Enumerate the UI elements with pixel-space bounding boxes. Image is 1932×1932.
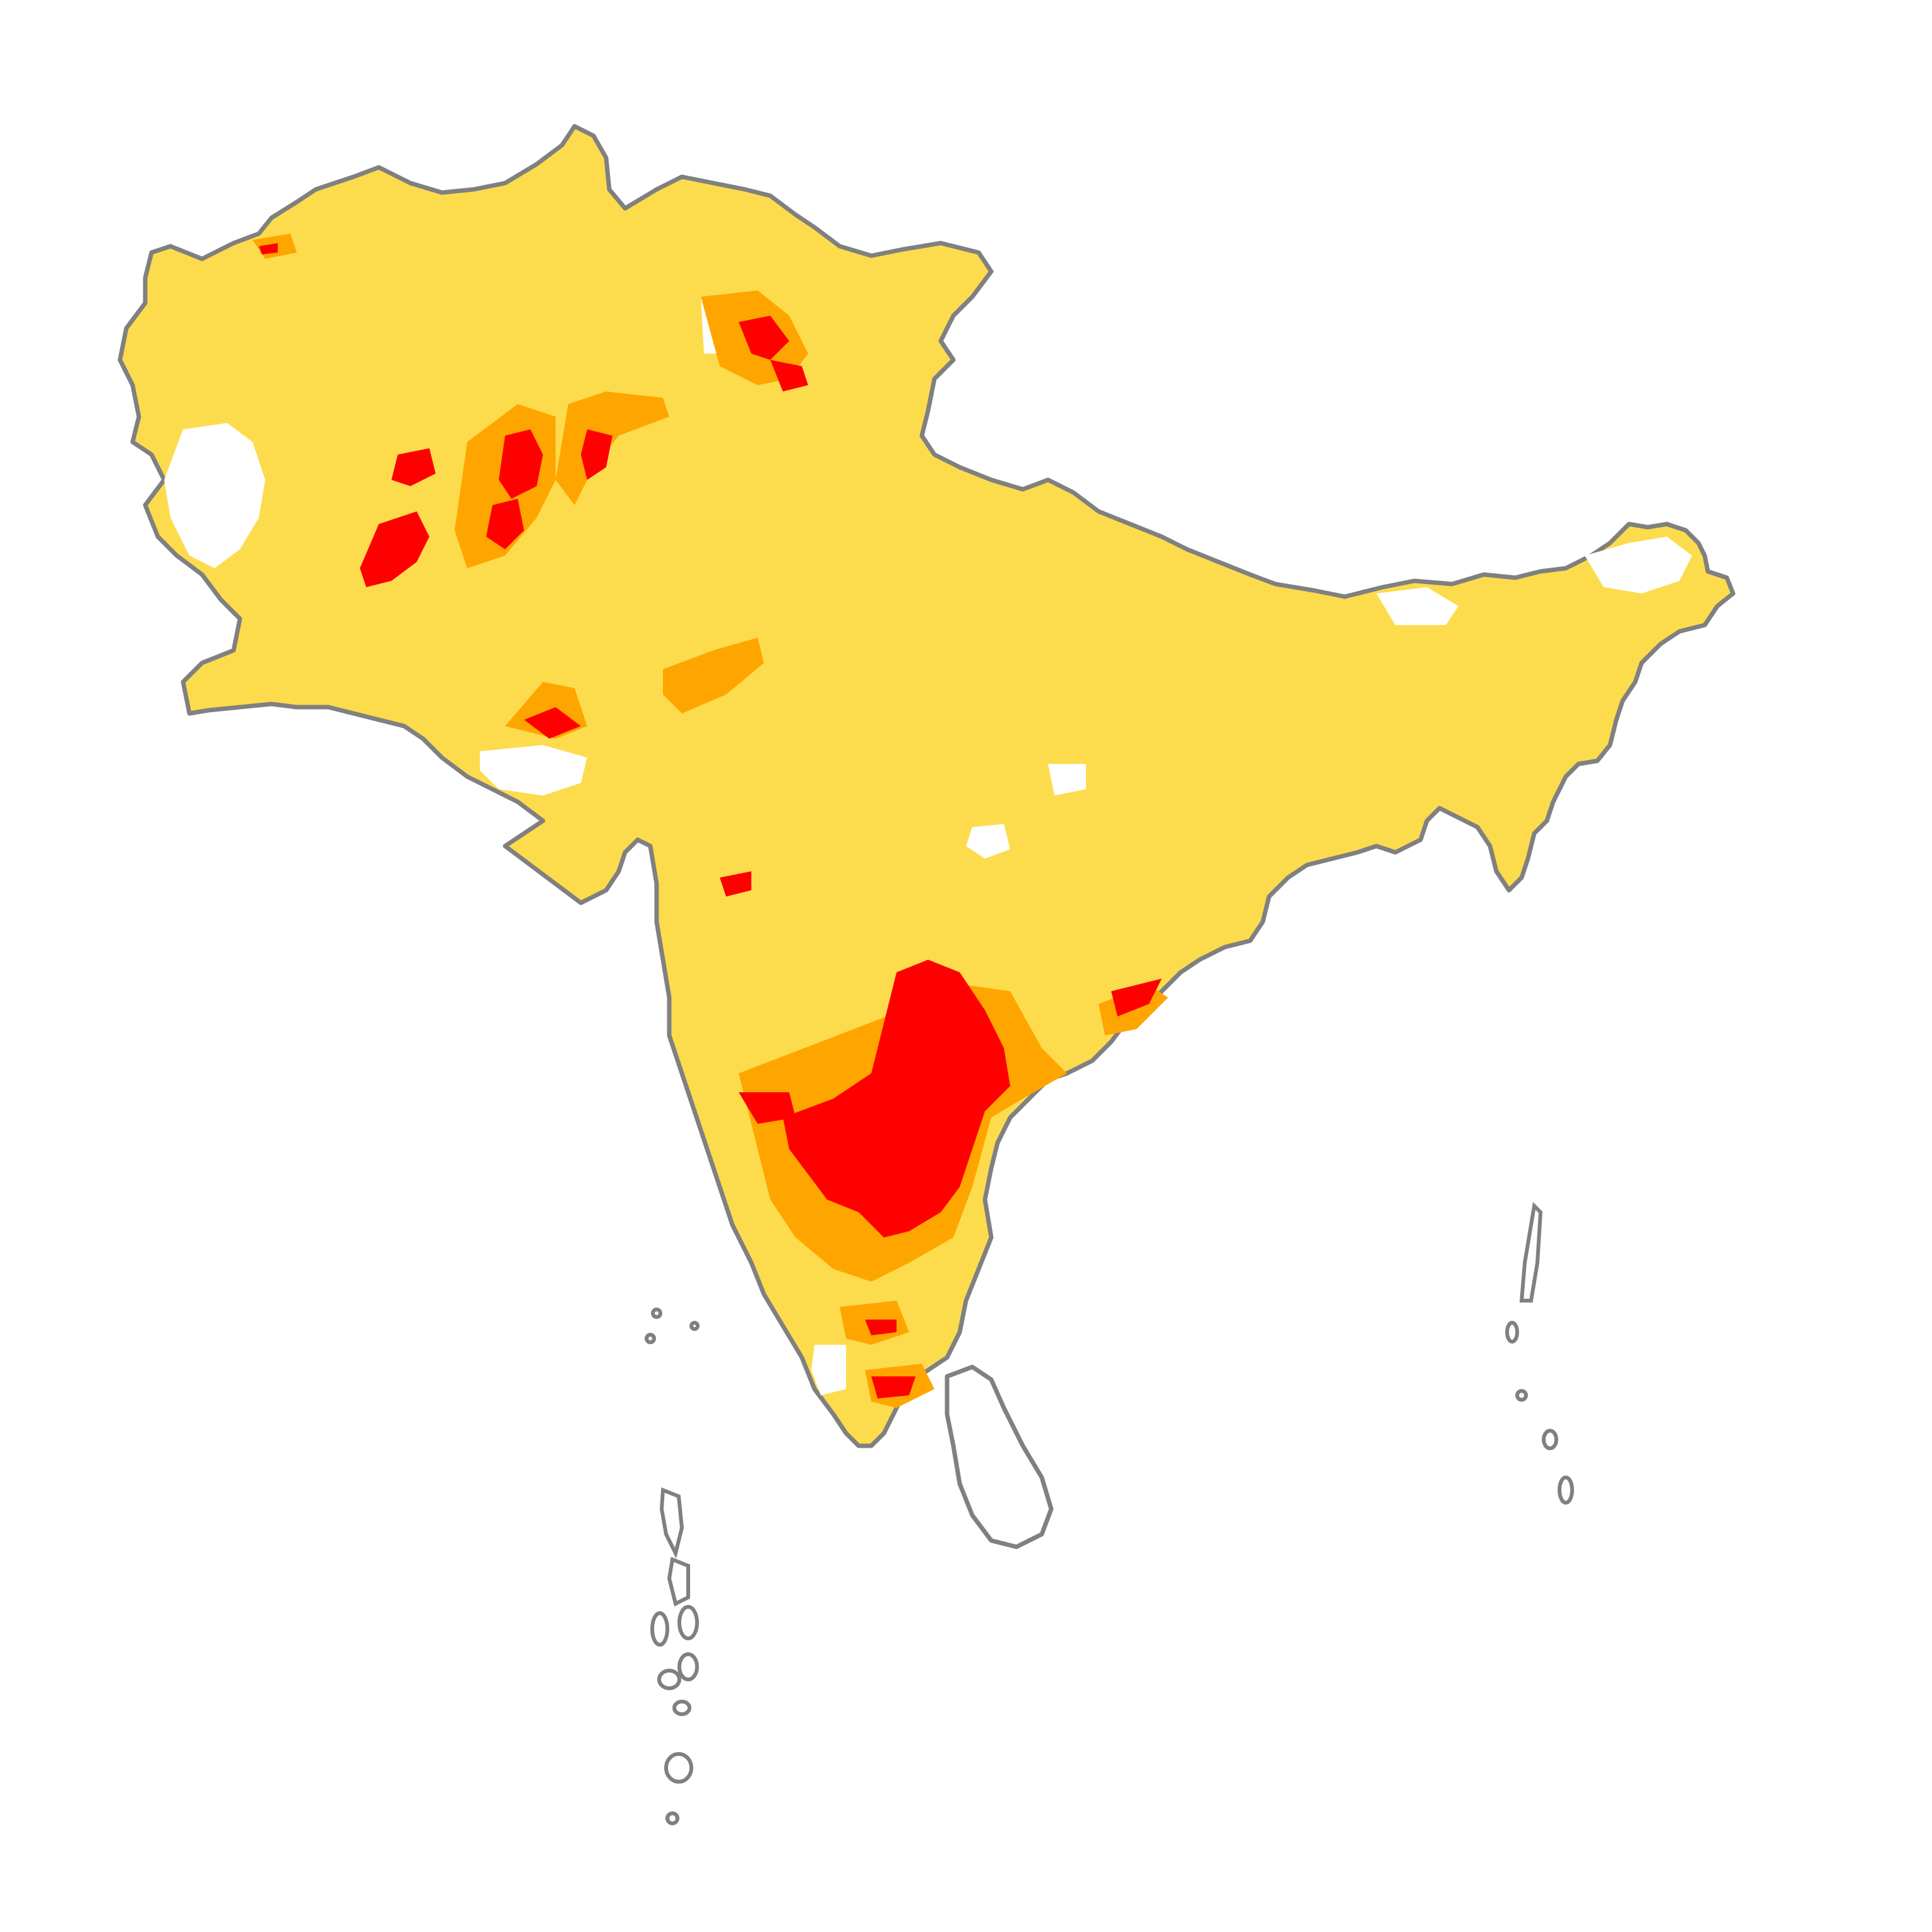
maldives-island — [664, 1752, 693, 1784]
medium-patch-rajasthan — [663, 638, 764, 713]
maldives-island — [672, 1700, 691, 1716]
lakshadweep-islands — [645, 1308, 700, 1344]
maldives-island — [657, 1669, 681, 1690]
sri-lanka — [945, 1364, 1054, 1549]
andaman-island — [1505, 1321, 1519, 1344]
maldives-island — [665, 1811, 679, 1825]
high-class-patches — [259, 243, 1162, 1398]
no-data-patch-mid — [1048, 764, 1086, 796]
high-patch-mp — [720, 871, 751, 897]
no-data-patch-west — [164, 423, 265, 568]
maldives-island — [650, 1611, 669, 1647]
nicobar-island — [1515, 1389, 1528, 1402]
lakshadweep-island — [645, 1333, 656, 1344]
high-patch-afg-2 — [770, 360, 808, 391]
andaman-nicobar-islands — [1505, 1202, 1574, 1505]
nicobar-island — [1542, 1429, 1558, 1450]
high-patch-gujarat — [524, 707, 581, 739]
high-patch-nw — [259, 243, 278, 254]
nicobar-island — [1558, 1476, 1574, 1505]
maldives-islands — [650, 1487, 699, 1825]
maldives-island — [677, 1652, 699, 1681]
no-data-patch-gujarat — [480, 745, 587, 796]
no-data-patch-south — [811, 1345, 846, 1395]
lakshadweep-island — [689, 1321, 700, 1331]
high-patch-pk-3 — [499, 429, 543, 499]
andaman-island — [1519, 1202, 1543, 1303]
no-data-patch-northeast — [1585, 537, 1692, 593]
high-patch-pk-2 — [391, 448, 436, 486]
maldives-island — [667, 1556, 690, 1607]
high-patch-pk-4 — [486, 499, 524, 549]
high-patch-south-west — [739, 1092, 796, 1124]
high-patch-tn-1 — [865, 1320, 897, 1335]
high-patch-afg-1 — [739, 316, 789, 360]
high-patch-odisha — [1111, 979, 1162, 1017]
high-patch-south-main — [783, 960, 1010, 1237]
no-data-patch-central — [966, 824, 1010, 859]
no-data-patch-ne-east — [1376, 587, 1458, 625]
maldives-island — [659, 1487, 684, 1559]
lakshadweep-island — [651, 1308, 662, 1319]
high-patch-pk-1 — [360, 511, 429, 587]
high-patch-tn-2 — [871, 1376, 915, 1398]
high-patch-pk-5 — [581, 429, 612, 480]
medium-patch-pk-2 — [556, 391, 669, 505]
maldives-island — [677, 1605, 699, 1640]
